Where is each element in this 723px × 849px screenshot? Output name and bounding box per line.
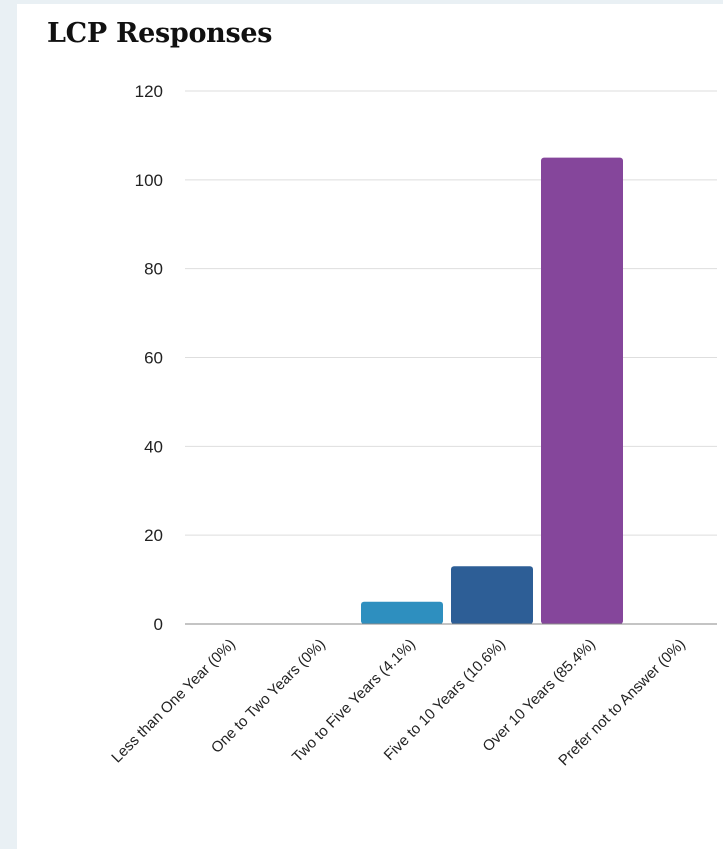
y-axis-tick-labels: 0 20 40 60 80 100 120	[135, 82, 163, 634]
y-tick-label: 40	[144, 437, 163, 456]
bar[interactable]	[451, 566, 533, 624]
y-tick-label: 20	[144, 526, 163, 545]
chart-card: LCP Responses 0 20 40 60 80 100 120 Less than …	[17, 4, 723, 849]
y-tick-label: 0	[154, 615, 163, 634]
bar-chart: 0 20 40 60 80 100 120 Less than One Year (0%)O…	[108, 82, 717, 769]
y-tick-label: 80	[144, 260, 163, 279]
bar[interactable]	[541, 157, 623, 624]
y-tick-label: 120	[135, 82, 163, 101]
y-tick-label: 100	[135, 171, 163, 190]
y-tick-label: 60	[144, 349, 163, 368]
bars	[361, 157, 623, 624]
bar[interactable]	[361, 601, 443, 624]
grid-lines	[185, 90, 717, 536]
chart-title: LCP Responses	[47, 18, 273, 49]
x-axis-category-labels: Less than One Year (0%)One to Two Years …	[108, 636, 689, 769]
